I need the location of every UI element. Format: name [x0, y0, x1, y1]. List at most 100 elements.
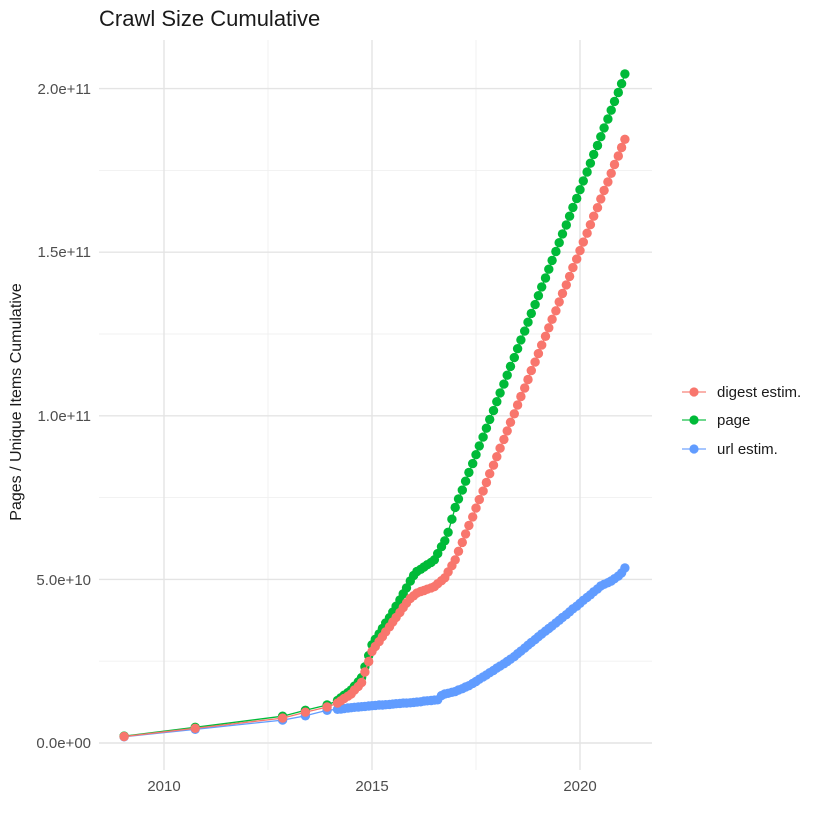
data-point [474, 494, 484, 505]
data-point [447, 514, 457, 524]
data-point [551, 246, 561, 257]
data-point [606, 168, 616, 178]
data-point [564, 271, 575, 282]
data-point [616, 142, 627, 153]
data-point [526, 365, 536, 376]
data-point [505, 417, 516, 427]
data-point [561, 220, 571, 230]
data-point [322, 702, 332, 712]
data-point [481, 423, 492, 433]
data-point [540, 273, 551, 283]
legend-key-point [689, 415, 699, 425]
data-point [620, 563, 630, 573]
data-point [599, 185, 609, 196]
legend-label: page [717, 412, 750, 429]
data-point [468, 512, 478, 522]
data-point [516, 335, 526, 345]
data-point [568, 262, 578, 273]
data-point [119, 731, 129, 742]
data-point [520, 383, 530, 393]
data-point [530, 357, 540, 367]
data-point [613, 87, 623, 98]
data-point [443, 527, 453, 537]
data-point [578, 176, 588, 186]
data-point [596, 194, 606, 204]
x-tick-label: 2010 [147, 778, 180, 795]
data-point [450, 555, 460, 565]
data-point [544, 323, 554, 333]
data-point [575, 185, 585, 195]
data-point [478, 486, 488, 496]
data-point [512, 400, 523, 410]
legend-label: digest estim. [717, 384, 801, 401]
data-point [616, 79, 627, 89]
data-point [582, 228, 592, 238]
data-point [564, 211, 575, 221]
data-point [533, 348, 544, 359]
data-point [457, 485, 467, 495]
data-point [592, 140, 603, 151]
data-point [433, 548, 443, 559]
data-point [485, 469, 495, 479]
data-point [578, 237, 588, 247]
data-point [606, 105, 616, 115]
y-tick-label: 1.5e+11 [37, 244, 91, 261]
data-point [495, 388, 505, 398]
legend-key-point [689, 387, 699, 397]
data-point [356, 677, 367, 688]
data-point [485, 414, 495, 425]
data-point [572, 254, 582, 264]
series-page [119, 69, 630, 741]
data-point [557, 288, 568, 299]
data-point [620, 134, 630, 144]
data-point [457, 537, 467, 548]
data-point [509, 352, 519, 363]
y-tick-label: 2.0e+11 [37, 81, 91, 98]
data-point [464, 467, 474, 478]
x-tick-label: 2020 [563, 778, 596, 795]
legend-key-point [689, 444, 699, 454]
data-point [481, 477, 492, 488]
data-point [568, 202, 578, 213]
data-point [474, 441, 484, 451]
data-point [547, 314, 557, 324]
chart-title: Crawl Size Cumulative [99, 6, 320, 31]
series-digest-estim [119, 134, 630, 742]
data-point [516, 391, 526, 402]
data-point [572, 193, 582, 204]
data-point [554, 238, 564, 248]
data-point [585, 220, 596, 230]
data-point [499, 379, 509, 389]
series-url-estim [119, 563, 630, 742]
data-point [488, 405, 499, 416]
series-layer [119, 69, 630, 742]
data-point [364, 656, 374, 667]
data-point [520, 326, 530, 336]
data-point [589, 149, 599, 160]
data-point [190, 723, 200, 733]
y-tick-label: 5.0e+10 [36, 572, 91, 589]
data-point [537, 340, 547, 350]
data-point [609, 96, 620, 107]
data-point [488, 460, 499, 470]
data-point [478, 432, 488, 442]
data-point [537, 282, 547, 292]
data-point [453, 546, 464, 556]
data-point [440, 536, 450, 546]
data-point [523, 317, 533, 327]
data-point [582, 167, 592, 177]
data-point [512, 344, 523, 354]
data-point [464, 520, 474, 531]
data-point [492, 452, 502, 462]
y-tick-label: 1.0e+11 [37, 408, 91, 425]
data-point [460, 476, 471, 486]
y-axis-title: Pages / Unique Items Cumulative [8, 283, 25, 521]
data-point [575, 245, 585, 256]
data-point [561, 280, 571, 290]
data-point [603, 114, 613, 124]
x-tick-label: 2015 [355, 778, 388, 795]
data-point [523, 374, 533, 385]
data-point [551, 306, 561, 316]
data-point [495, 443, 505, 453]
